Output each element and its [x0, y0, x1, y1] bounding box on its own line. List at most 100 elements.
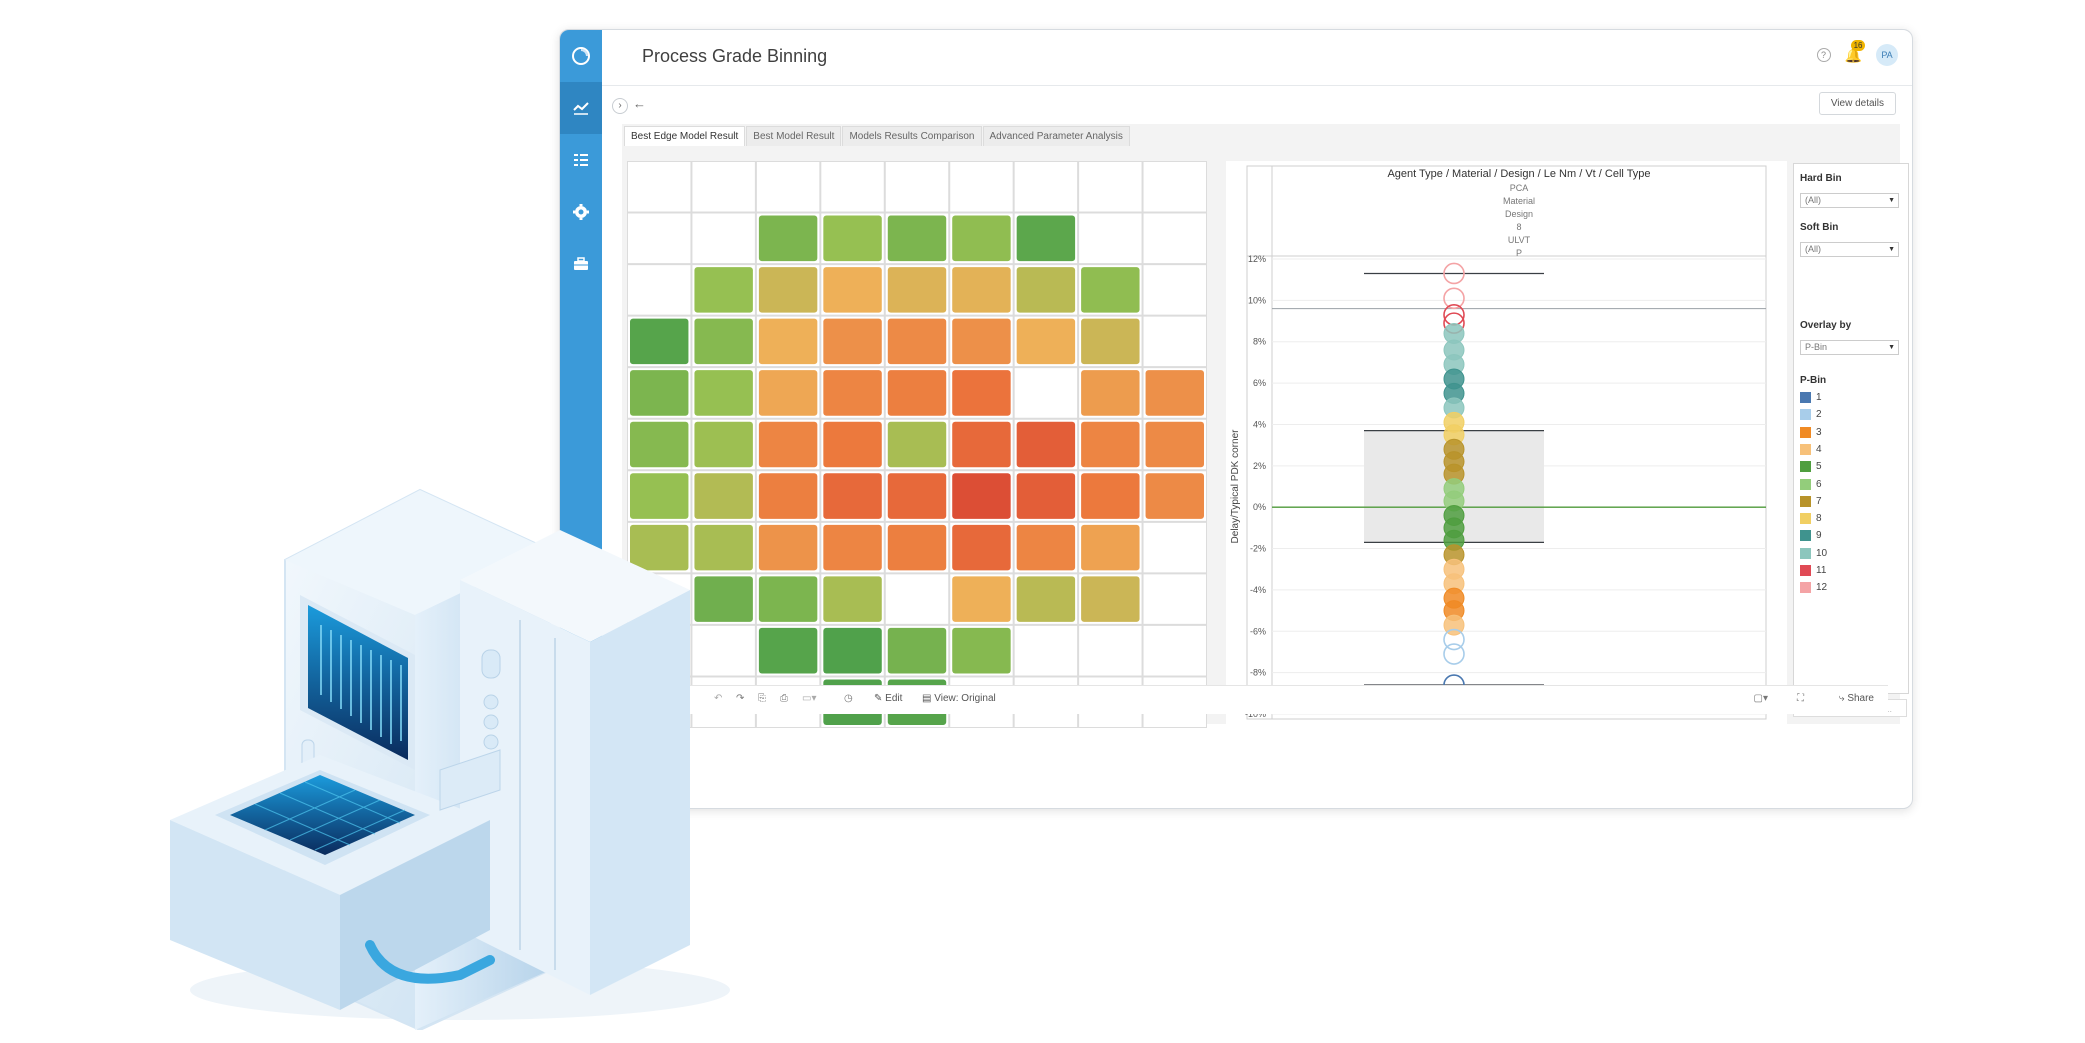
overlay-select[interactable]: P-Bin ▼	[1800, 340, 1899, 355]
wafer-die[interactable]	[887, 318, 947, 365]
wafer-die[interactable]	[952, 318, 1011, 365]
wafer-die[interactable]	[823, 215, 882, 262]
sidebar-item-settings[interactable]	[560, 186, 602, 238]
pause-icon[interactable]: ▭▾	[802, 693, 817, 704]
wafer-die[interactable]	[694, 473, 753, 519]
wafer-die[interactable]	[1081, 421, 1140, 468]
data-point[interactable]	[1443, 628, 1465, 651]
wafer-die[interactable]	[694, 524, 753, 571]
wafer-die[interactable]	[1081, 524, 1140, 571]
wafer-die[interactable]	[1016, 576, 1076, 622]
wafer-die[interactable]	[1145, 473, 1204, 519]
sidebar-logo[interactable]	[560, 30, 602, 82]
undo-icon[interactable]: ↶	[714, 693, 723, 704]
legend-item[interactable]: 1	[1800, 392, 1822, 403]
wafer-die[interactable]	[630, 524, 689, 571]
wafer-die[interactable]	[823, 576, 882, 622]
wafer-die[interactable]	[630, 473, 689, 519]
tab-best-model[interactable]: Best Model Result	[746, 126, 842, 146]
legend-item[interactable]: 5	[1800, 461, 1822, 473]
wafer-die[interactable]	[1016, 318, 1076, 365]
wafer-die[interactable]	[952, 267, 1011, 313]
revert-icon[interactable]: ⎘	[758, 693, 766, 704]
wafer-die[interactable]	[1081, 576, 1140, 622]
wafer-die[interactable]	[823, 627, 882, 674]
wafer-die[interactable]	[694, 318, 753, 365]
wafer-die[interactable]	[1145, 370, 1204, 416]
wafer-die[interactable]	[758, 370, 818, 416]
avatar[interactable]: PA	[1876, 44, 1898, 66]
wafer-die[interactable]	[758, 318, 818, 365]
tab-models-comparison[interactable]: Models Results Comparison	[842, 126, 982, 146]
legend-item[interactable]: 10	[1800, 547, 1827, 559]
clock-icon[interactable]: ◷	[844, 693, 853, 704]
delay-scatter-chart[interactable]: Agent Type / Material / Design / Le Nm /…	[1226, 161, 1787, 728]
legend-item[interactable]: 7	[1800, 495, 1822, 507]
help-icon[interactable]: ?	[1816, 48, 1831, 62]
wafer-die[interactable]	[887, 215, 947, 262]
wafer-die[interactable]	[952, 576, 1011, 622]
wafer-die[interactable]	[823, 524, 882, 571]
wafer-die[interactable]	[952, 627, 1011, 674]
wafer-die[interactable]	[1081, 267, 1140, 313]
view-details-button[interactable]: View details	[1818, 92, 1896, 115]
wafer-die[interactable]	[1081, 370, 1140, 416]
wafer-die[interactable]	[694, 267, 753, 313]
wafer-die[interactable]	[694, 421, 753, 468]
wafer-die[interactable]	[1016, 524, 1076, 571]
soft-bin-select[interactable]: (All) ▼	[1800, 242, 1899, 257]
wafer-die[interactable]	[630, 421, 689, 468]
share-button[interactable]: ⤷ Share	[1839, 693, 1874, 704]
wafer-die[interactable]	[952, 473, 1011, 519]
tab-best-edge-model[interactable]: Best Edge Model Result	[624, 126, 746, 146]
wafer-die[interactable]	[823, 473, 882, 519]
legend-item[interactable]: 8	[1800, 513, 1822, 525]
wafer-die[interactable]	[823, 370, 882, 416]
legend-item[interactable]: 4	[1800, 443, 1822, 455]
sidebar-item-analytics[interactable]	[560, 82, 602, 134]
wafer-die[interactable]	[887, 524, 947, 571]
wafer-die[interactable]	[887, 421, 947, 468]
legend-item[interactable]: 3	[1800, 426, 1822, 438]
wafer-die[interactable]	[758, 215, 818, 262]
wafer-die[interactable]	[1016, 267, 1076, 313]
wafer-die[interactable]	[758, 524, 818, 571]
fullscreen-icon[interactable]: ⛶	[1797, 693, 1804, 704]
wafer-die[interactable]	[887, 370, 947, 416]
wafer-die[interactable]	[887, 267, 947, 313]
data-point[interactable]	[1443, 287, 1465, 310]
device-preview-icon[interactable]: ▢▾	[1753, 693, 1768, 704]
wafer-die[interactable]	[1081, 318, 1140, 365]
tab-advanced-parameter[interactable]: Advanced Parameter Analysis	[982, 126, 1130, 146]
wafer-die[interactable]	[952, 421, 1011, 468]
wafer-die[interactable]	[823, 421, 882, 468]
wafer-die[interactable]	[1016, 421, 1076, 468]
view-original-button[interactable]: ▤ View: Original	[922, 693, 996, 704]
expand-panel-button[interactable]: ›	[612, 98, 628, 114]
wafer-die[interactable]	[1016, 473, 1076, 519]
data-point[interactable]	[1443, 262, 1465, 285]
wafer-die[interactable]	[758, 267, 818, 313]
wafer-die[interactable]	[823, 267, 882, 313]
legend-item[interactable]: 2	[1800, 409, 1822, 421]
wafer-die[interactable]	[758, 421, 818, 468]
wafer-die[interactable]	[1145, 421, 1204, 468]
hard-bin-select[interactable]: (All) ▼	[1800, 193, 1899, 208]
legend-item[interactable]: 11	[1800, 565, 1826, 576]
wafer-die[interactable]	[1081, 473, 1140, 519]
sidebar-item-list[interactable]	[560, 134, 602, 186]
edit-button[interactable]: ✎ Edit	[874, 693, 902, 704]
redo-icon[interactable]: ↷	[736, 693, 745, 704]
sidebar-item-portfolio[interactable]	[560, 238, 602, 290]
refresh-icon[interactable]: ⎙	[780, 693, 788, 704]
wafer-die[interactable]	[630, 318, 689, 365]
data-point[interactable]	[1443, 643, 1465, 665]
wafer-die[interactable]	[952, 370, 1011, 416]
wafer-die[interactable]	[758, 473, 818, 519]
wafer-die[interactable]	[823, 318, 882, 365]
wafer-die[interactable]	[758, 576, 818, 622]
legend-item[interactable]: 9	[1800, 530, 1822, 542]
legend-item[interactable]: 6	[1800, 478, 1822, 490]
wafer-die[interactable]	[694, 576, 753, 622]
wafer-die[interactable]	[887, 627, 947, 674]
